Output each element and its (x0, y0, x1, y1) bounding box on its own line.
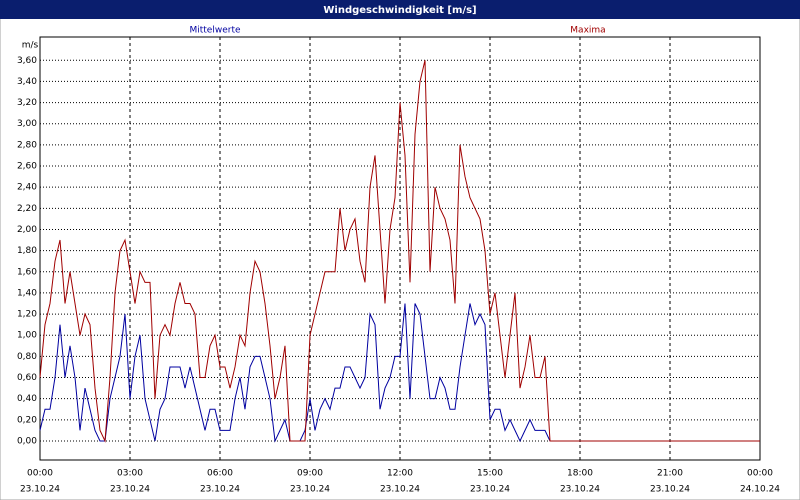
chart-title: Windgeschwindigkeit [m/s] (323, 5, 476, 16)
y-tick-label: 0,80 (17, 352, 37, 362)
y-tick-label: 1,80 (17, 246, 37, 256)
y-tick-label: 2,60 (17, 162, 37, 172)
x-tick-date: 23.10.24 (380, 485, 420, 495)
x-tick-date: 23.10.24 (290, 485, 330, 495)
x-tick-label: 09:00 (297, 469, 323, 479)
x-tick-label: 15:00 (477, 469, 503, 479)
y-tick-label: 3,40 (17, 77, 37, 87)
x-tick-label: 12:00 (387, 469, 413, 479)
x-tick-date: 24.10.24 (740, 485, 780, 495)
y-axis-label: m/s (22, 41, 39, 51)
x-tick-date: 23.10.24 (200, 485, 240, 495)
plot-border (39, 36, 761, 461)
x-tick-date: 23.10.24 (470, 485, 510, 495)
y-tick-label: 0,20 (17, 415, 37, 425)
x-tick-date: 23.10.24 (650, 485, 690, 495)
legend-label: Mittelwerte (189, 26, 240, 36)
y-tick-label: 3,20 (17, 98, 37, 108)
y-tick-label: 1,20 (17, 310, 37, 320)
x-tick-label: 00:00 (747, 469, 773, 479)
x-tick-label: 18:00 (567, 469, 593, 479)
y-tick-label: 1,00 (17, 331, 37, 341)
y-tick-label: 0,60 (17, 373, 37, 383)
x-tick-date: 23.10.24 (20, 485, 60, 495)
y-tick-label: 0,40 (17, 394, 37, 404)
y-tick-label: 2,00 (17, 225, 37, 235)
x-tick-label: 03:00 (117, 469, 143, 479)
y-tick-label: 1,40 (17, 288, 37, 298)
y-tick-label: 3,60 (17, 56, 37, 66)
y-tick-label: 3,00 (17, 119, 37, 129)
y-tick-label: 1,60 (17, 267, 37, 277)
y-tick-label: 0,00 (17, 436, 37, 446)
y-tick-label: 2,20 (17, 204, 37, 214)
x-tick-label: 21:00 (657, 469, 683, 479)
series-line (39, 60, 760, 443)
title-bar (0, 0, 800, 19)
x-tick-date: 23.10.24 (560, 485, 600, 495)
y-tick-label: 2,40 (17, 183, 37, 193)
x-tick-date: 23.10.24 (110, 485, 150, 495)
legend-label: Maxima (570, 26, 605, 36)
x-tick-label: 00:00 (27, 469, 53, 479)
x-tick-label: 06:00 (207, 469, 233, 479)
y-tick-label: 2,80 (17, 140, 37, 150)
